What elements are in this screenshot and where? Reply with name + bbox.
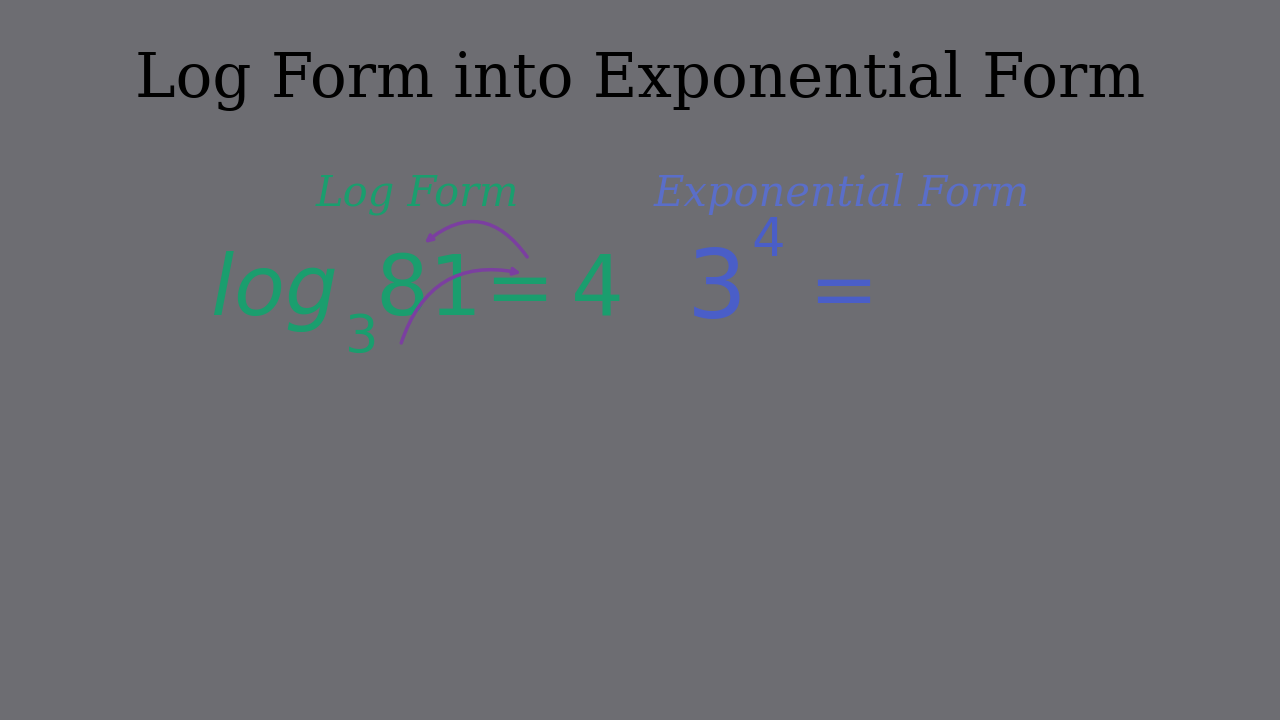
Text: $\mathit{4}$: $\mathit{4}$ xyxy=(751,216,783,266)
Text: Log Form into Exponential Form: Log Form into Exponential Form xyxy=(134,50,1146,112)
Text: $\mathit{=}$: $\mathit{=}$ xyxy=(791,251,872,332)
Text: $\mathit{3}$: $\mathit{3}$ xyxy=(686,246,740,337)
Text: $\mathit{log}$: $\mathit{log}$ xyxy=(210,249,337,334)
Text: $\mathit{81}$: $\mathit{81}$ xyxy=(375,251,475,332)
Text: $\mathit{=4}$: $\mathit{=4}$ xyxy=(468,251,621,332)
Text: $\mathit{3}$: $\mathit{3}$ xyxy=(344,313,375,364)
Text: Log Form: Log Form xyxy=(316,173,520,215)
Text: Exponential Form: Exponential Form xyxy=(654,173,1030,215)
